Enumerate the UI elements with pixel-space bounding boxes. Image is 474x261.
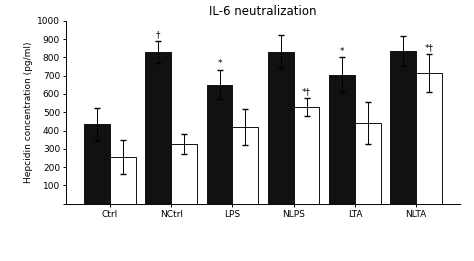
Bar — [171, 144, 197, 204]
Bar — [110, 157, 136, 204]
Bar — [207, 85, 232, 204]
Bar — [329, 75, 355, 204]
Bar — [294, 107, 319, 204]
Bar — [391, 51, 416, 204]
Y-axis label: Hepcidin concentration (pg/ml): Hepcidin concentration (pg/ml) — [24, 41, 33, 183]
Text: *: * — [218, 60, 222, 68]
Bar — [146, 52, 171, 204]
Title: IL-6 neutralization: IL-6 neutralization — [210, 5, 317, 18]
Bar — [232, 127, 258, 204]
Text: *: * — [340, 47, 344, 56]
Text: *†: *† — [425, 43, 434, 52]
Text: *†: *† — [302, 87, 311, 96]
Bar — [268, 52, 294, 204]
Bar — [355, 123, 381, 204]
Bar — [84, 124, 110, 204]
Text: †: † — [156, 30, 161, 39]
Bar — [416, 73, 442, 204]
